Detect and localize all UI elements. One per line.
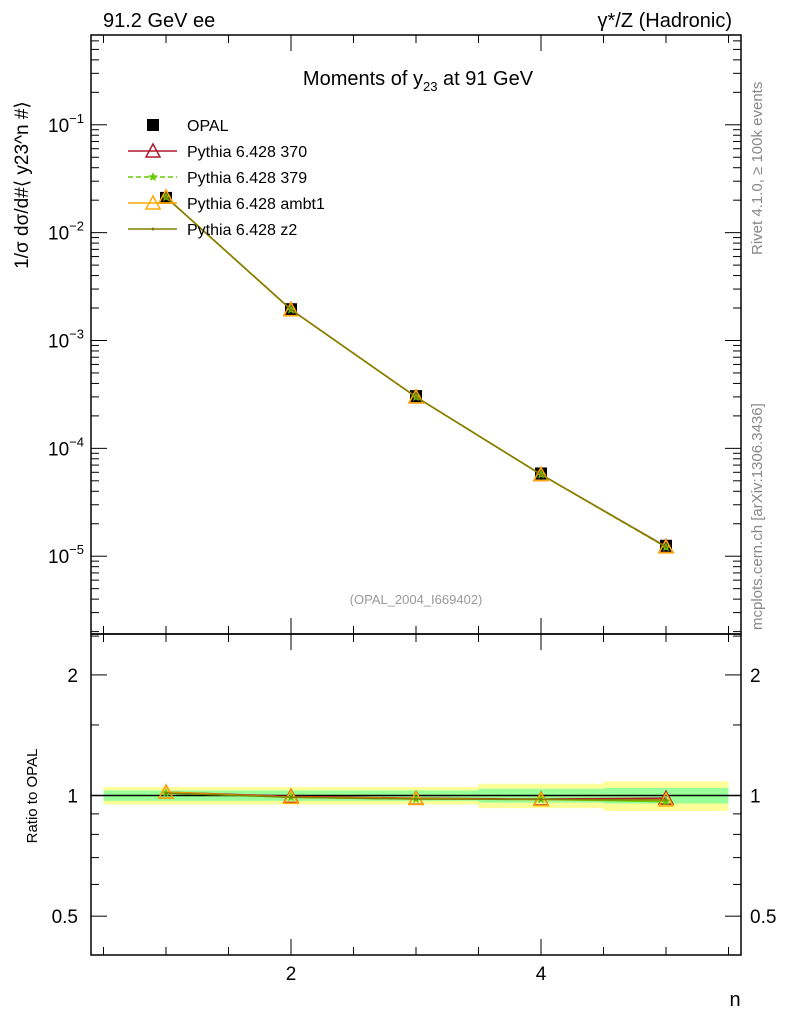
- legend-label: Pythia 6.428 z2: [187, 222, 297, 239]
- data-point: [164, 195, 168, 199]
- ratio-point: [539, 797, 543, 801]
- side-rivet: Rivet 4.1.0, ≥ 100k events: [749, 82, 766, 255]
- y-tick-label: 10−3: [48, 327, 84, 353]
- side-mcplots: mcplots.cern.ch [arXiv:1306.3436]: [749, 403, 766, 630]
- legend-marker: [147, 119, 159, 131]
- legend-label: OPAL: [187, 118, 229, 135]
- legend-marker: [151, 227, 155, 231]
- ratio-point: [164, 791, 168, 795]
- legend-label: Pythia 6.428 379: [187, 170, 307, 187]
- ratio-y-tick-label-right: 2: [750, 666, 761, 687]
- legend-marker: [144, 194, 162, 210]
- series-line: [165, 196, 667, 548]
- ratio-point: [407, 789, 425, 806]
- ratio-y-tick-label-left: 2: [67, 666, 78, 687]
- ratio-point: [289, 795, 293, 799]
- legend-label: Pythia 6.428 370: [187, 144, 307, 161]
- data-point: [664, 545, 668, 549]
- ratio-point: [664, 798, 668, 802]
- ratio-y-tick-label-left: 1: [67, 787, 78, 808]
- annotation: (OPAL_2004_I669402): [350, 592, 483, 607]
- series-line: [165, 196, 667, 548]
- y-tick-label: 10−2: [48, 219, 84, 245]
- ratio-ylabel: Ratio to OPAL: [24, 749, 41, 844]
- ratio-y-tick-label-left: 0.5: [52, 907, 78, 928]
- header-right: γ*/Z (Hadronic): [598, 10, 732, 32]
- data-point: [539, 473, 543, 477]
- x-tick-label: 4: [536, 964, 547, 985]
- data-point: [289, 308, 293, 312]
- ratio-point: [657, 789, 675, 805]
- data-point: [657, 538, 675, 554]
- data-point: [282, 301, 300, 317]
- y-tick-label: 10−1: [48, 111, 84, 137]
- main-title: Moments of y23 at 91 GeV: [303, 68, 534, 94]
- x-axis-label: n: [729, 989, 740, 1011]
- legend-label: Pythia 6.428 ambt1: [187, 196, 325, 213]
- series-line: [165, 196, 667, 548]
- legend-marker: [148, 172, 158, 181]
- main-ylabel: 1/σ dσ/d#⟨ y23^n #⟩: [12, 101, 33, 269]
- ratio-point: [414, 797, 418, 801]
- series-line: [165, 196, 667, 548]
- data-point: [532, 465, 550, 482]
- legend-marker: [144, 142, 162, 158]
- y-tick-label: 10−5: [48, 542, 84, 568]
- ratio-y-tick-label-right: 1: [750, 787, 761, 808]
- data-point: [414, 395, 418, 399]
- header-left: 91.2 GeV ee: [103, 10, 215, 32]
- y-tick-label: 10−4: [48, 434, 84, 460]
- ratio-point: [157, 783, 175, 799]
- data-point: [407, 388, 425, 404]
- x-tick-label: 2: [286, 964, 297, 985]
- ratio-y-tick-label-right: 0.5: [750, 907, 776, 928]
